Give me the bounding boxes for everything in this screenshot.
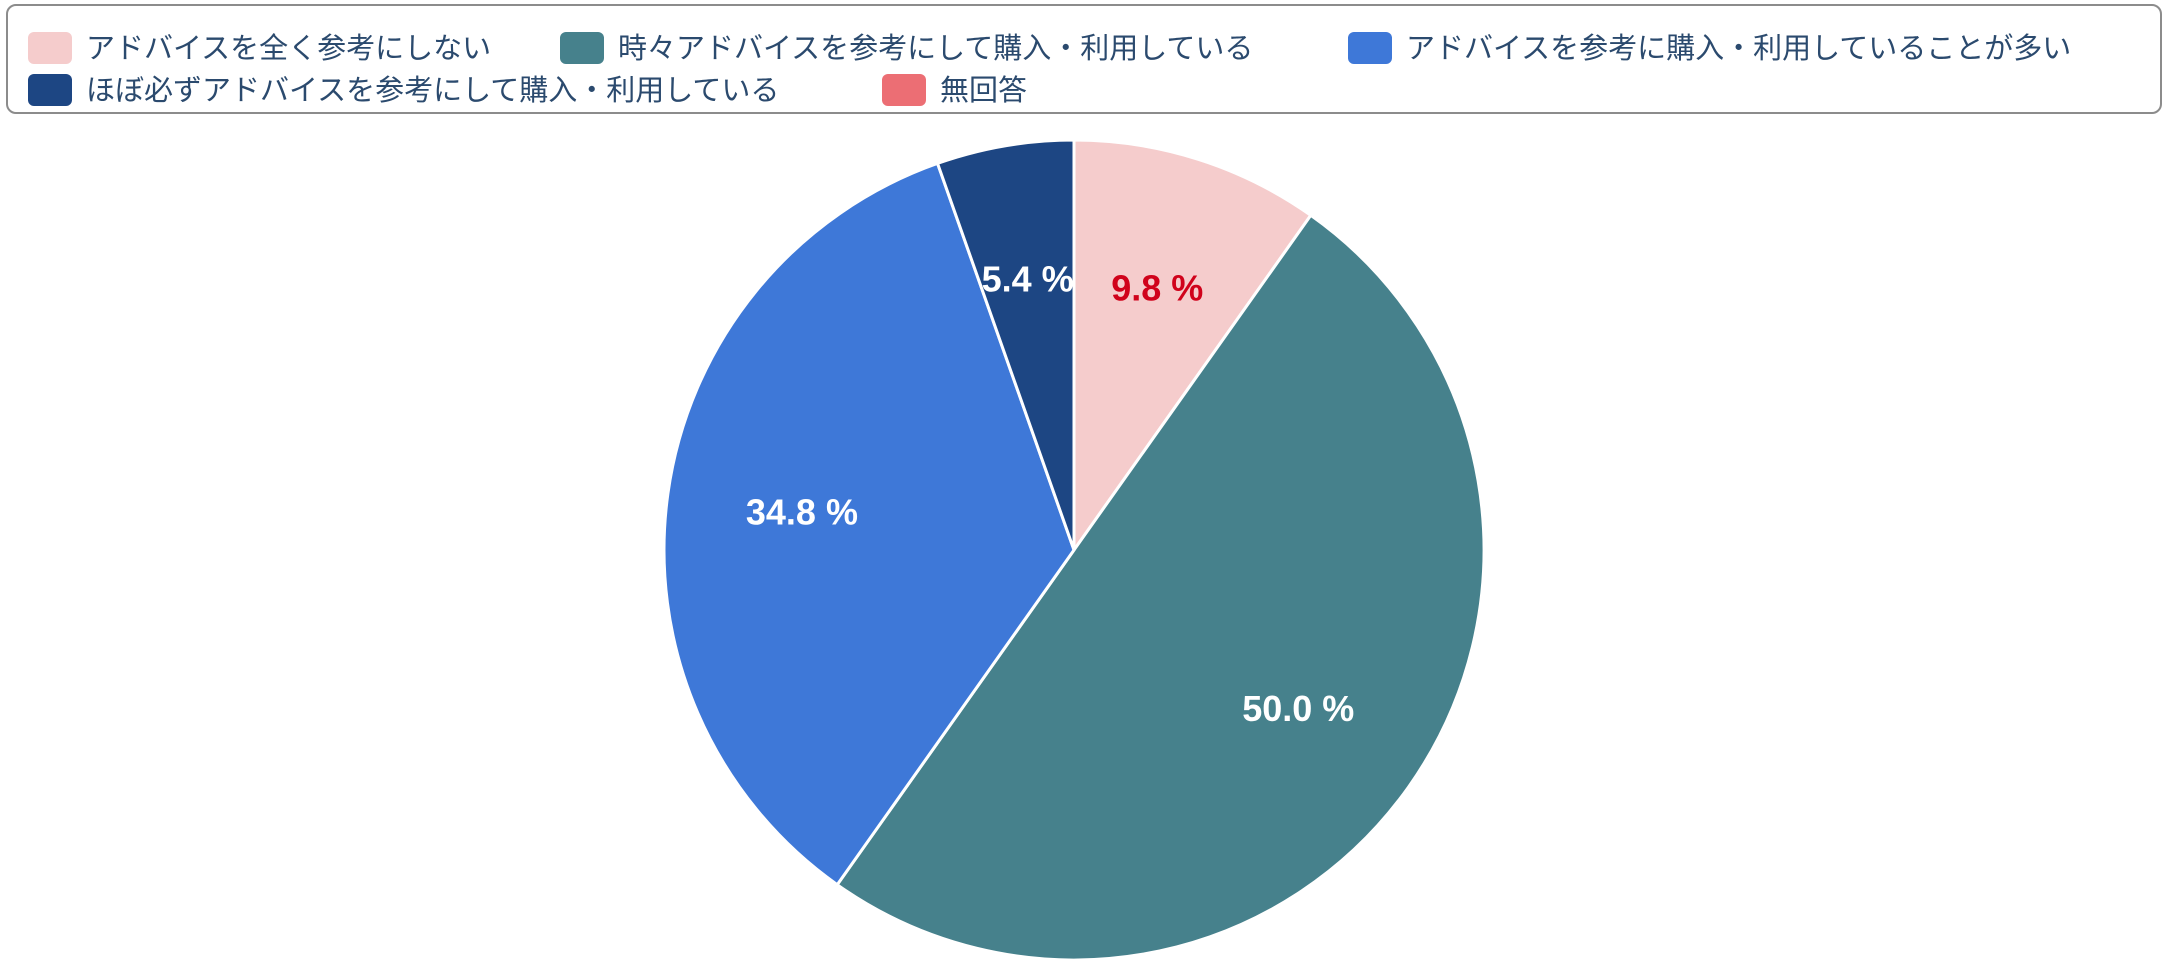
legend-swatch-often (1348, 32, 1392, 64)
legend-item-no-answer: 無回答 (882, 68, 1027, 112)
chart-legend: アドバイスを全く参考にしない 時々アドバイスを参考にして購入・利用している アド… (6, 4, 2162, 114)
legend-item-often: アドバイスを参考に購入・利用していることが多い (1348, 26, 2071, 70)
slice-label-often: 34.8 % (746, 492, 858, 533)
legend-swatch-no-answer (882, 74, 926, 106)
slice-label-sometimes: 50.0 % (1242, 688, 1354, 729)
legend-item-almost-always: ほぼ必ずアドバイスを参考にして購入・利用している (28, 68, 779, 112)
slice-label-almost-always: 5.4 % (982, 259, 1074, 300)
legend-label-never: アドバイスを全く参考にしない (86, 31, 492, 65)
legend-swatch-almost-always (28, 74, 72, 106)
legend-item-never: アドバイスを全く参考にしない (28, 26, 491, 70)
legend-label-no-answer: 無回答 (940, 73, 1028, 107)
pie-slice-almost-always (936, 138, 1076, 552)
legend-swatch-sometimes (560, 32, 604, 64)
pie-slice-never (1072, 138, 1313, 552)
pie-slice-labels: 9.8 % 50.0 % 34.8 % 5.4 % (746, 259, 1354, 729)
pie-slice-often (662, 161, 1076, 887)
pie-slices (662, 138, 1485, 961)
legend-label-often: アドバイスを参考に購入・利用していることが多い (1406, 31, 2072, 65)
legend-label-sometimes: 時々アドバイスを参考にして購入・利用している (618, 31, 1254, 65)
legend-swatch-never (28, 32, 72, 64)
slice-label-never: 9.8 % (1111, 268, 1203, 309)
pie-slice-sometimes (835, 213, 1485, 961)
legend-label-almost-always: ほぼ必ずアドバイスを参考にして購入・利用している (86, 73, 780, 107)
legend-item-sometimes: 時々アドバイスを参考にして購入・利用している (560, 26, 1253, 70)
